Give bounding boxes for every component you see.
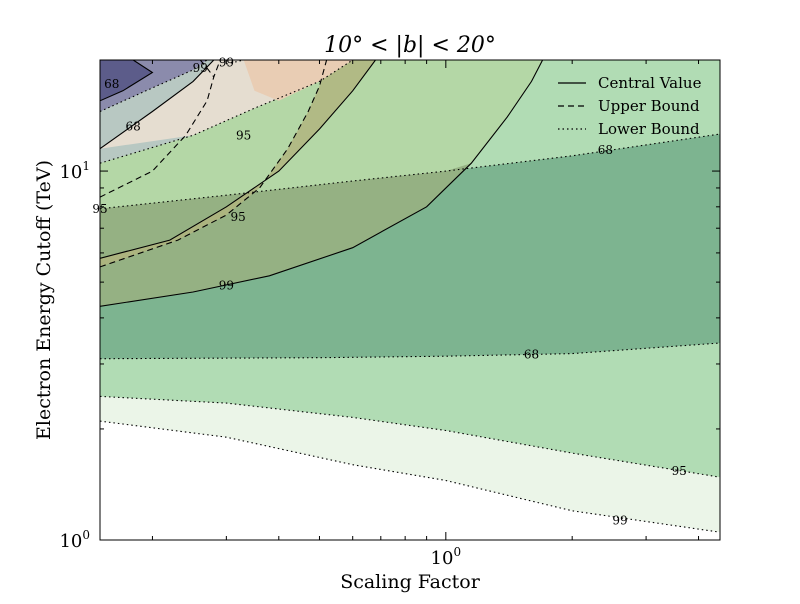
legend: Central Value Upper Bound Lower Bound <box>558 74 702 138</box>
region-green-68 <box>100 134 720 359</box>
y-axis-label: Electron Energy Cutoff (TeV) <box>33 160 55 440</box>
plot-frame <box>99 59 721 541</box>
upper-bound-contour-95-0 <box>100 60 328 268</box>
upper-bound-contour-68-1 <box>100 60 221 198</box>
contour-label-95: 95 <box>672 464 687 478</box>
lower-bound-contour-95-4 <box>100 60 353 164</box>
y-tick-label: 101 <box>59 159 90 183</box>
region-orange-99 <box>243 60 353 101</box>
region-olive <box>100 60 376 267</box>
legend-label-upper: Upper Bound <box>598 97 700 115</box>
central-value-contour-68-3 <box>100 60 154 102</box>
contour-label-99: 99 <box>612 513 627 527</box>
x-tick-label: 100 <box>431 545 462 569</box>
region-navy-68 <box>100 60 153 101</box>
central-value-contour-95-1 <box>100 60 376 259</box>
y-tick-label: 100 <box>59 528 90 552</box>
contour-label-68: 68 <box>126 120 141 134</box>
contour-label-68: 68 <box>598 143 613 157</box>
filled-regions <box>100 60 720 533</box>
legend-label-lower: Lower Bound <box>598 120 700 138</box>
contour-label-99: 99 <box>219 278 234 292</box>
contour-label-95: 95 <box>230 210 245 224</box>
x-axis-label: Scaling Factor <box>340 571 481 593</box>
lower-bound-contour-68-3 <box>100 133 720 210</box>
central-value-contour-68-2 <box>100 60 215 150</box>
contour-label-99: 99 <box>193 61 208 75</box>
contour-label-68: 68 <box>104 77 119 91</box>
legend-label-central: Central Value <box>598 74 702 92</box>
central-value-contour-99-0 <box>100 60 544 307</box>
lower-bound-contour-99-6 <box>226 60 244 65</box>
contour-lines <box>100 60 720 533</box>
chart-title: 10° < |b| < 20° <box>324 33 496 58</box>
contour-label-68: 68 <box>524 348 539 362</box>
contour-label-95: 95 <box>236 128 251 142</box>
upper-bound-contour-99-2 <box>199 60 215 78</box>
region-olive-dark <box>100 163 472 307</box>
